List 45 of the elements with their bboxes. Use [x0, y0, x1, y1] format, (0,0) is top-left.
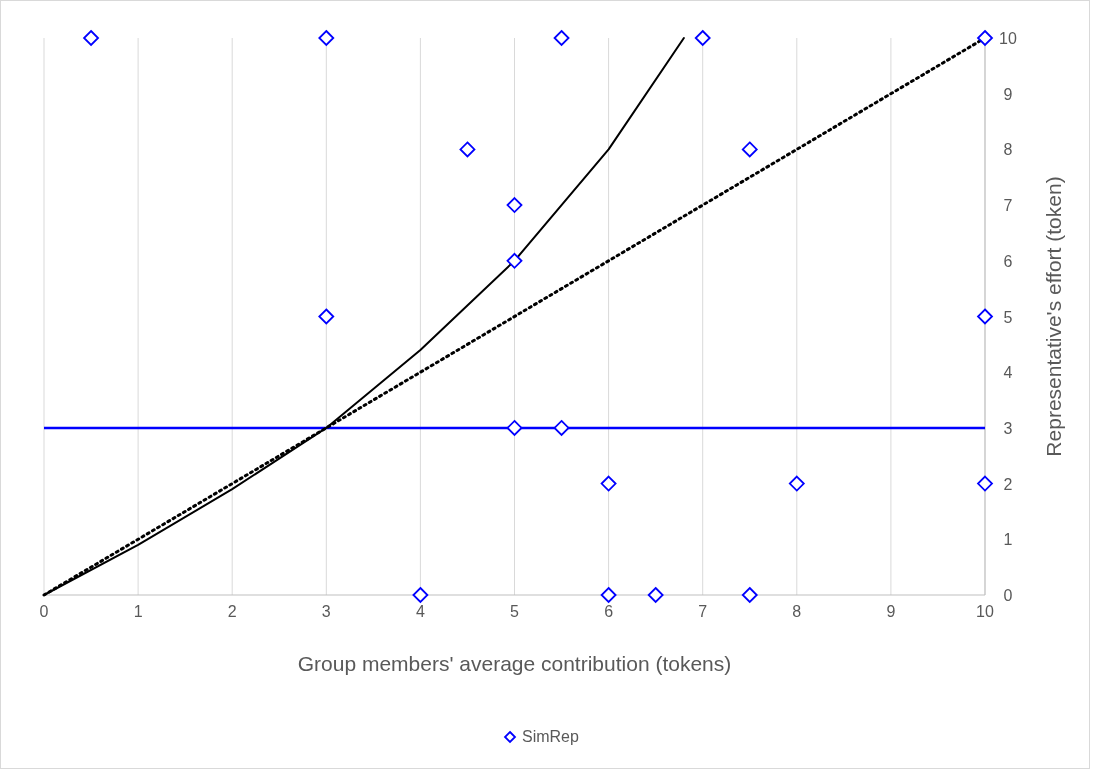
x-tick-label: 4 [415, 603, 425, 620]
point [694, 30, 711, 46]
y-tick-label: 9 [1003, 85, 1013, 103]
x-axis-title: Group members' average contribution (tokens) [297, 652, 732, 675]
point [600, 475, 617, 492]
point [318, 308, 335, 325]
point [506, 252, 523, 269]
y-tick-label: 1 [1003, 531, 1013, 549]
y-tick-label: 2 [1003, 475, 1013, 493]
legend-label: SimRep [522, 728, 580, 745]
point [412, 587, 429, 603]
y-tick-label: 6 [1003, 252, 1013, 270]
point [83, 30, 99, 46]
x-tick-label: 7 [698, 603, 708, 620]
x-tick-label: 1 [133, 603, 143, 620]
y-tick-label: 5 [1003, 308, 1013, 326]
point [741, 587, 758, 603]
y-tick-label: 4 [1003, 364, 1013, 382]
point [741, 141, 758, 158]
x-tick-label: 0 [39, 603, 49, 620]
x-tick-label: 2 [227, 603, 237, 620]
y-tick-label: 8 [1003, 141, 1013, 159]
y-tick-label: 7 [1003, 197, 1013, 215]
x-tick-label: 9 [886, 603, 896, 620]
point [788, 475, 805, 492]
point [977, 308, 993, 325]
point [977, 475, 993, 492]
point [506, 420, 523, 436]
y-axis-title: Representative's effort (token) [1042, 176, 1065, 457]
y-tick-label: 0 [1003, 587, 1013, 604]
point [553, 420, 570, 436]
y-tick-label: 10 [999, 30, 1017, 47]
point [977, 30, 993, 46]
point [459, 141, 476, 158]
x-tick-label: 5 [510, 603, 520, 620]
y-tick-label: 3 [1003, 419, 1013, 437]
point [506, 197, 523, 213]
point [600, 587, 617, 603]
x-tick-label: 3 [321, 603, 331, 620]
point [553, 30, 570, 46]
x-tick-label: 10 [976, 603, 994, 620]
x-tick-label: 6 [604, 603, 614, 620]
point [647, 587, 664, 603]
x-tick-label: 8 [792, 603, 802, 620]
point [318, 30, 335, 46]
